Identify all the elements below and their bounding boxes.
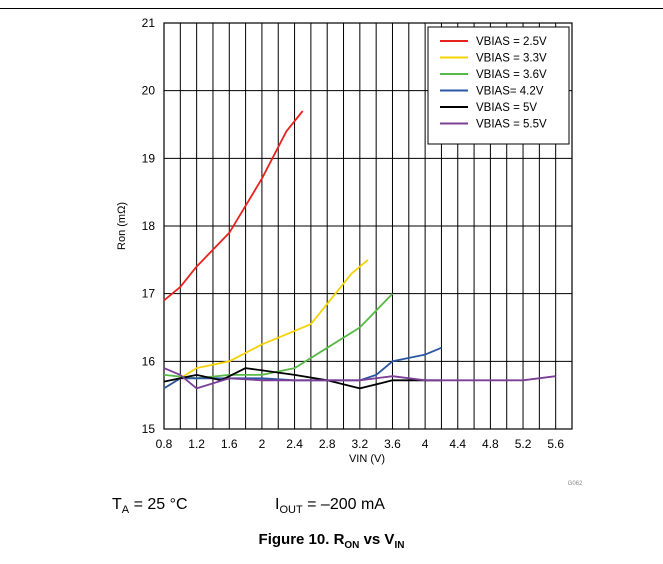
ta-value: = 25 °C	[129, 496, 188, 513]
x-tick-label: 1.2	[188, 437, 205, 451]
x-tick-label: 5.2	[515, 437, 532, 451]
iout-value: = –200 mA	[302, 496, 385, 513]
x-tick-label: 3.2	[351, 437, 368, 451]
ta-subscript: A	[121, 504, 130, 517]
x-tick-label: 2	[259, 437, 266, 451]
y-tick-label: 21	[142, 16, 156, 30]
y-tick-label: 17	[142, 287, 156, 301]
series-line	[163, 110, 304, 302]
x-axis-label: VIN (V)	[349, 453, 385, 465]
caption-sub-in: IN	[394, 540, 405, 551]
y-tick-label: 19	[142, 151, 156, 165]
ta-symbol: T	[112, 496, 122, 513]
y-tick-label: 18	[142, 219, 156, 233]
y-tick-label: 16	[142, 354, 156, 368]
iout-subscript: OUT	[279, 504, 303, 517]
legend-label: VBIAS = 5V	[476, 102, 537, 114]
x-tick-label: 3.6	[384, 437, 401, 451]
series-line	[163, 259, 369, 390]
caption-prefix: Figure 10. R	[258, 531, 345, 548]
y-tick-label: 15	[142, 422, 156, 436]
x-tick-label: 1.6	[221, 437, 238, 451]
y-axis-label: Ron (mΩ)	[116, 202, 128, 250]
figure-code: G062	[568, 481, 583, 487]
legend-label: VBIAS = 5.5V	[476, 119, 547, 131]
y-tick-label: 20	[142, 84, 156, 98]
caption-mid: vs V	[359, 531, 395, 548]
figure-caption: Figure 10. RON vs VIN	[0, 531, 663, 551]
series-line	[163, 367, 556, 390]
legend-label: VBIAS = 3.6V	[476, 69, 547, 81]
top-rule	[0, 8, 663, 9]
caption-sub-on: ON	[344, 540, 360, 551]
x-tick-label: 2.8	[319, 437, 336, 451]
ron-vs-vin-chart: 0.8 1.2 1.6 2 2.4 2.8 3.2 3.6 4 4.4 4.8 5.2 5.6 15 16 1…	[116, 16, 583, 487]
legend-label: VBIAS = 2.5V	[476, 36, 547, 48]
legend-label: VBIAS= 4.2V	[476, 86, 544, 98]
x-tick-label: 4.8	[482, 437, 499, 451]
x-tick-label: 5.6	[547, 437, 564, 451]
x-tick-label: 4	[422, 437, 429, 451]
legend-label: VBIAS = 3.3V	[476, 53, 547, 65]
series-line	[163, 367, 442, 390]
plot-frame	[163, 22, 573, 430]
x-tick-label: 4.4	[449, 437, 466, 451]
x-tick-label: 2.4	[286, 437, 303, 451]
ta-condition: TA = 25 °C	[112, 496, 188, 516]
iout-condition: IOUT = –200 mA	[275, 496, 385, 516]
iout-symbol: I	[275, 496, 280, 513]
x-tick-label: 0.8	[156, 437, 173, 451]
